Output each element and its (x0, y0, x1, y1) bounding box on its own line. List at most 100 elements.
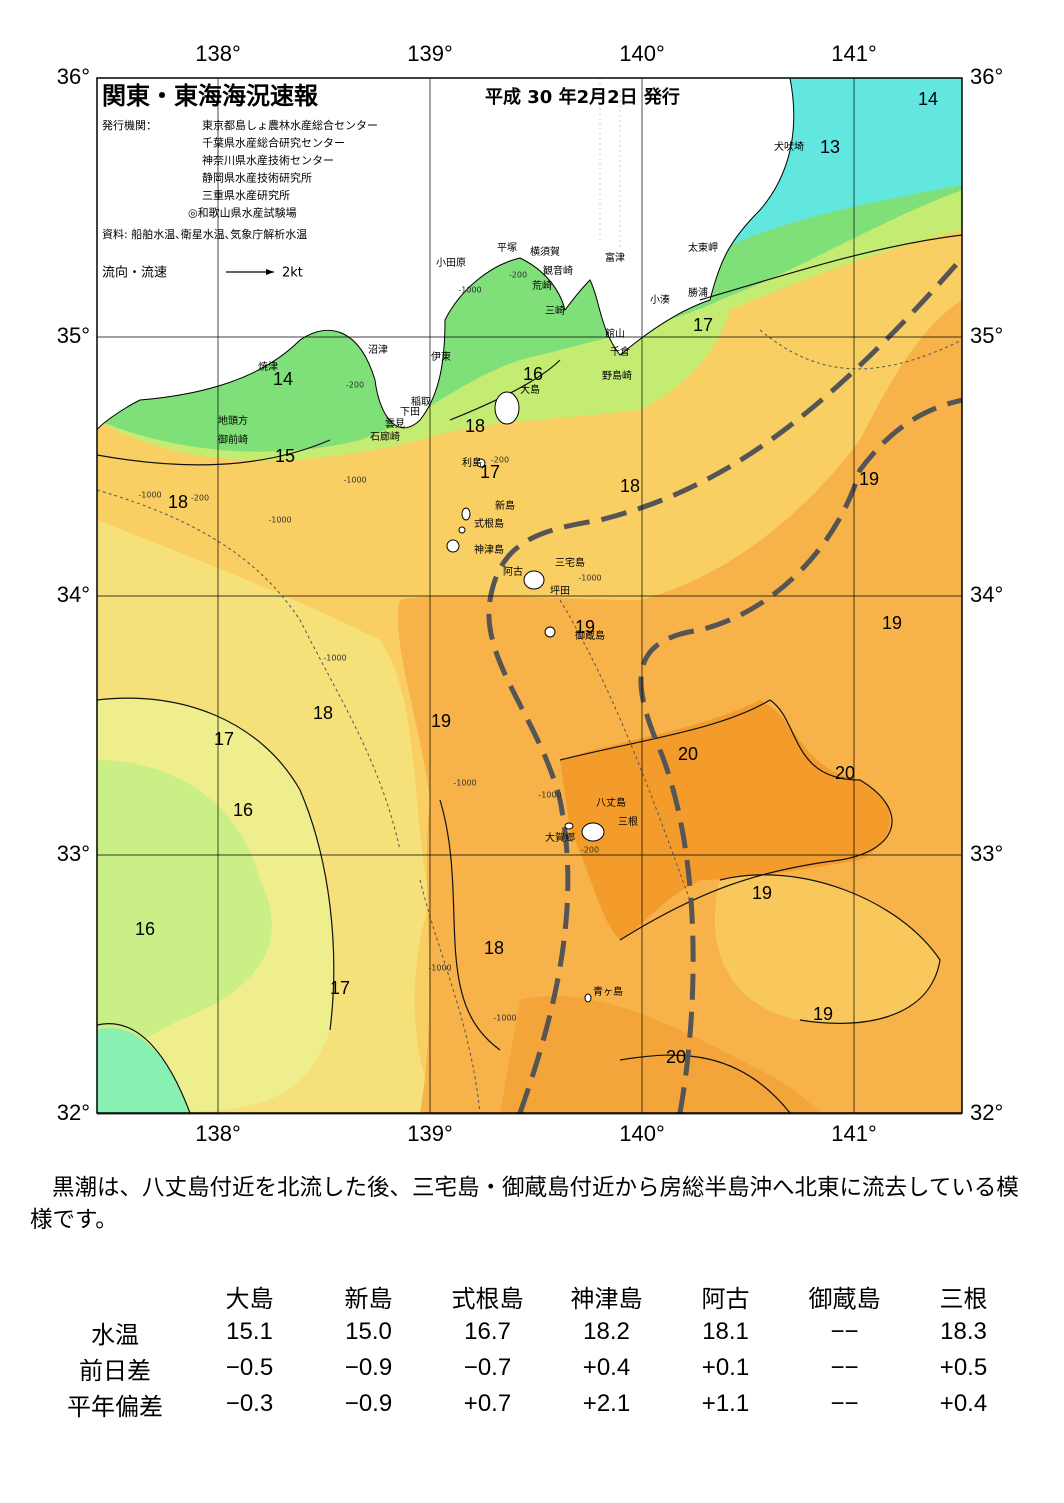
place-name: 館山 (605, 327, 625, 340)
place-name: 荒崎 (532, 279, 552, 292)
map-title: 関東・東海海況速報 (102, 82, 319, 110)
depth-label: -1000 (428, 964, 451, 973)
table-header: 大島 新島 式根島 神津島 阿古 御蔵島 三根 (40, 1278, 1023, 1314)
isotherm-label: 17 (693, 315, 713, 335)
table-row: 前日差 −0.5 −0.9 −0.7 +0.4 +0.1 −− +0.5 (40, 1350, 1023, 1386)
table-cell: −0.9 (344, 1390, 393, 1417)
corner-cell (40, 1278, 190, 1314)
place-name: 下田 (400, 407, 420, 418)
place-name: 焼津 (258, 361, 278, 373)
place-name: 沼津 (368, 343, 388, 356)
place-name: 観音崎 (543, 264, 573, 277)
lat-tick-label: 34° (57, 582, 90, 607)
column-header: 三根 (939, 1285, 988, 1313)
row-label: 平年偏差 (67, 1392, 163, 1421)
depth-label: -1000 (578, 574, 601, 583)
isotherm-label: 13 (820, 137, 840, 157)
lon-tick-label: 139° (407, 41, 453, 66)
depth-label: -200 (491, 456, 509, 465)
depth-label: -1000 (458, 286, 481, 295)
map: 関東・東海海況速報 平成 30 年2月2日 発行 発行機関： 資料: 船舶水温､… (57, 41, 1004, 1146)
depth-label: -1000 (493, 1014, 516, 1023)
depth-label: -1000 (138, 491, 161, 500)
lat-tick-label: 36° (970, 64, 1003, 89)
table-cell: 18.2 (583, 1318, 630, 1345)
lat-tick-label: 35° (970, 323, 1003, 348)
isotherm-label: 20 (666, 1047, 686, 1067)
place-name: 御蔵島 (575, 629, 605, 642)
isotherm-label: 16 (523, 364, 543, 384)
isotherm-label: 17 (480, 462, 500, 482)
place-name: 伊東 (431, 350, 451, 363)
place-name: 御前崎 (218, 433, 248, 446)
isotherm-label: 19 (882, 613, 902, 633)
place-name: 八丈島 (596, 796, 626, 809)
isotherm-label: 18 (313, 703, 333, 723)
depth-label: -1000 (268, 516, 291, 525)
lon-tick-label: 138° (195, 41, 241, 66)
place-name: 勝浦 (688, 286, 708, 299)
table-cell: −0.9 (344, 1354, 393, 1381)
table-cell: 18.3 (940, 1318, 987, 1345)
table-row: 平年偏差 −0.3 −0.9 +0.7 +2.1 +1.1 −− +0.4 (40, 1386, 1023, 1422)
isotherm-label: 18 (484, 938, 504, 958)
place-name: 大島 (520, 383, 540, 396)
place-name: 千倉 (610, 345, 630, 358)
place-name: 坪田 (550, 584, 570, 597)
row-label: 水温 (91, 1320, 139, 1349)
table-row: 水温 15.1 15.0 16.7 18.2 18.1 −− 18.3 (40, 1314, 1023, 1350)
isotherm-label: 16 (135, 919, 155, 939)
table-cell: −− (830, 1354, 859, 1381)
place-name: 式根島 (474, 517, 504, 530)
depth-label: -1000 (343, 476, 366, 485)
issuer: 神奈川県水産技術センター (202, 153, 334, 167)
place-name: 三根 (618, 815, 638, 828)
issuer: ◎和歌山県水産試験場 (188, 206, 297, 220)
source: 資料: 船舶水温､衛星水温､気象庁解析水温 (102, 227, 307, 241)
lon-tick-label: 140° (619, 41, 665, 66)
isotherm-label: 17 (330, 978, 350, 998)
place-name: 小湊 (650, 293, 670, 306)
isotherm-label: 17 (214, 729, 234, 749)
lat-tick-label: 36° (57, 64, 90, 89)
table-cell: −− (830, 1318, 859, 1345)
isotherm-label: 19 (575, 617, 595, 637)
place-name: 利島 (462, 456, 482, 469)
place-name: 雲見 (385, 418, 405, 430)
place-name: 阿古 (503, 565, 523, 578)
depth-label: -200 (191, 494, 209, 503)
issuer: 静岡県水産技術研究所 (202, 171, 312, 185)
place-name: 小田原 (436, 257, 466, 269)
lon-tick-label: 141° (831, 41, 877, 66)
depth-label: -200 (581, 846, 599, 855)
place-name: 神津島 (474, 543, 504, 556)
table-cell: +2.1 (582, 1390, 631, 1417)
table-cell: −0.7 (463, 1354, 512, 1381)
table-cell: +0.5 (939, 1354, 988, 1381)
place-name: 横須賀 (530, 245, 560, 258)
issue-date: 平成 30 年2月2日 発行 (485, 86, 680, 108)
sea-temperature-field (97, 78, 962, 1113)
lat-tick-label: 33° (970, 841, 1003, 866)
lon-tick-label: 141° (831, 1121, 877, 1146)
depth-label: -1000 (323, 654, 346, 663)
depth-label: -200 (509, 271, 527, 280)
row-label: 前日差 (79, 1356, 151, 1385)
isotherm-label: 20 (835, 763, 855, 783)
table-cell: +0.7 (463, 1390, 512, 1417)
depth-label: -1000 (453, 779, 476, 788)
column-header: 大島 (225, 1285, 274, 1313)
place-name: 犬吠埼 (774, 140, 804, 153)
lon-tick-label: 138° (195, 1121, 241, 1146)
isotherm-label: 18 (620, 476, 640, 496)
column-header: 阿古 (701, 1285, 750, 1313)
temperature-table: 大島 新島 式根島 神津島 阿古 御蔵島 三根 水温 15.1 15.0 16.7 18.2 18.1… (40, 1278, 1023, 1422)
lat-tick-label: 34° (970, 582, 1003, 607)
issuer-label: 発行機関： (102, 118, 157, 132)
issuer: 千葉県水産総合研究センター (202, 136, 345, 150)
legend-arrowhead (266, 269, 274, 275)
place-name: 地頭方 (218, 414, 248, 427)
legend-scale: 2kt (282, 266, 303, 281)
table-cell: +0.4 (582, 1354, 631, 1381)
